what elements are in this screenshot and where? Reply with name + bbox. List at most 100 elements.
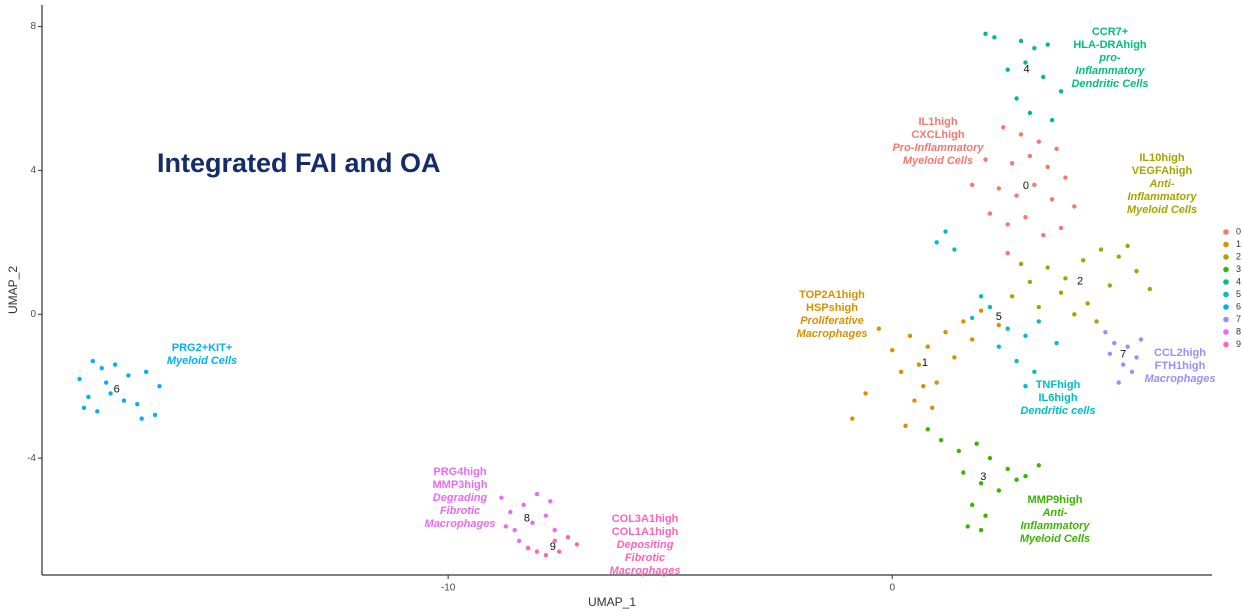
legend-swatch [1223,229,1229,235]
cluster-label: 8 [524,513,530,525]
legend-label: 7 [1236,314,1241,324]
point [1014,96,1019,101]
point [126,373,131,378]
point [86,394,91,400]
point [1027,153,1033,159]
annotation: Inflammatory [1127,191,1197,203]
point [1072,204,1077,209]
point [903,423,908,428]
annotation: PRG2+KIT+ [172,342,233,354]
point [850,416,855,421]
point [961,470,966,475]
annotation: pro- [1098,52,1121,64]
annotation: COL1A1high [612,526,679,538]
annotation: Macrophages [797,328,868,340]
point [552,527,557,533]
point [898,369,904,375]
y-tick-label: -4 [27,453,36,464]
annotation: IL10high [1139,152,1185,164]
point [516,538,522,544]
cluster-label: 7 [1120,349,1126,361]
point [1041,74,1046,80]
point [1103,330,1108,335]
point [521,502,526,508]
point [1014,193,1019,198]
annotation: Proliferative [800,315,864,327]
cluster-label: 5 [996,311,1002,323]
chart-title: Integrated FAI and OA [157,148,441,178]
point [1134,355,1139,360]
point [1054,146,1059,152]
point [969,502,975,508]
annotation: Fibrotic [440,505,480,517]
point [548,499,553,504]
point [996,322,1002,328]
point [112,362,118,367]
legend-label: 4 [1236,276,1241,286]
point [969,182,975,188]
annotation: MMP3high [433,479,488,491]
point [890,348,895,353]
legend-swatch [1223,266,1229,273]
annotation: VEGFAhigh [1132,165,1193,177]
point [1147,286,1153,292]
point [81,405,87,410]
point [1009,294,1015,299]
annotation: TOP2A1high [799,289,865,301]
point [1094,319,1099,324]
point [508,509,513,515]
annotation: PRG4high [433,466,486,478]
point [1009,161,1015,166]
point [77,376,82,382]
point [987,304,993,310]
point [969,315,975,321]
point [943,330,948,335]
point [952,247,957,252]
point [978,527,984,533]
legend-label: 9 [1236,339,1241,349]
x-axis-label: UMAP_1 [588,595,636,609]
annotation: Myeloid Cells [1127,204,1197,216]
annotation: MMP9high [1028,494,1083,506]
point [139,416,144,421]
cluster-label: 9 [550,541,556,553]
point [1058,89,1064,94]
annotation: IL1high [918,116,957,128]
point [1018,261,1024,267]
point [934,240,939,245]
cluster-label: 3 [980,471,986,483]
x-tick-label: -10 [441,583,456,594]
legend-swatch [1223,254,1229,260]
point [1027,110,1033,116]
annotation: Fibrotic [625,552,665,564]
legend-label: 5 [1236,289,1241,299]
point [916,362,922,367]
point [1023,383,1028,389]
point [1023,60,1028,65]
point [1107,283,1113,288]
point [1032,45,1037,51]
point [1120,362,1126,367]
point [983,157,988,162]
point [983,513,988,518]
y-tick-label: 4 [30,165,36,176]
point [863,391,868,396]
annotation: IL6high [1038,392,1077,404]
point [1072,312,1077,317]
point [1098,247,1104,252]
point [978,481,984,486]
legend-swatch [1223,329,1229,335]
point [1045,42,1050,47]
point [1005,326,1010,331]
cluster-label: 0 [1023,180,1029,192]
point [143,369,149,375]
legend-label: 1 [1236,239,1241,249]
annotation: COL3A1high [612,513,679,525]
y-tick-label: 0 [30,309,36,320]
point [1036,463,1041,468]
point [565,535,571,540]
point [90,358,96,364]
point [1005,466,1010,472]
point [1116,380,1121,385]
